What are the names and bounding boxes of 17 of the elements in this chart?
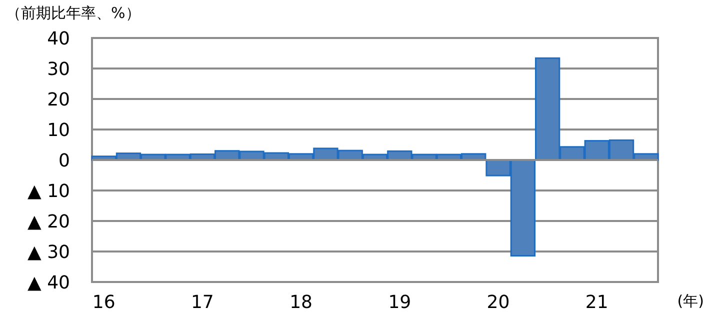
x-tick-label: 18: [290, 292, 312, 313]
y-tick-label: ▲ 10: [28, 180, 70, 202]
y-tick-label: ▲ 30: [28, 242, 70, 263]
x-tick-label: 20: [486, 292, 510, 313]
y-tick-label: 10: [47, 120, 70, 141]
y-tick-label: 40: [47, 28, 70, 50]
y-tick-label: ▲ 20: [28, 211, 70, 232]
y-tick-label: 20: [47, 89, 70, 110]
y-tick-label: 30: [47, 58, 70, 80]
y-tick-label: ▲ 40: [28, 272, 70, 294]
y-tick-label: 0: [58, 150, 70, 172]
x-tick-label: 17: [190, 292, 214, 313]
x-tick-label: 21: [585, 292, 608, 313]
y-axis-title: （前期比年率、%）: [6, 4, 140, 22]
x-axis-title: (年): [677, 292, 704, 310]
x-tick-label: 19: [388, 292, 412, 313]
x-tick-label: 16: [92, 292, 116, 313]
